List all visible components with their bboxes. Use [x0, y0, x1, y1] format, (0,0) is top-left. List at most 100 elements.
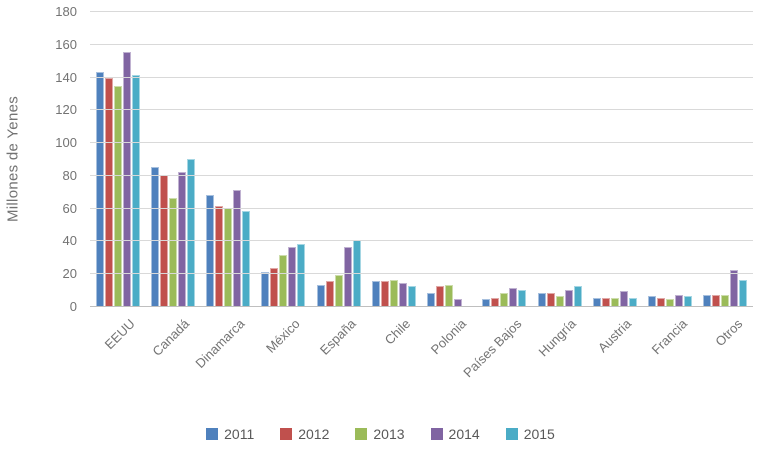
bar-2015-méxico: [297, 243, 306, 306]
bar-2011-españa: [316, 284, 325, 306]
bar-2015-países-bajos: [518, 289, 527, 306]
legend-swatch-2015: [505, 428, 518, 440]
bar-2013-dinamarca: [224, 207, 233, 306]
bar-group-austria: [587, 11, 642, 306]
x-axis-label-méxico: México: [263, 316, 303, 356]
y-tick-label-80: 80: [62, 167, 77, 183]
bar-2014-polonia: [454, 299, 463, 306]
bar-2015-eeuu: [131, 74, 140, 306]
legend-item-2011: 2011: [206, 426, 254, 442]
bar-2015-hungría: [573, 286, 582, 306]
y-tick-label-0: 0: [69, 299, 77, 314]
y-tick-label-140: 140: [55, 69, 77, 85]
y-tick-label-60: 60: [62, 200, 77, 216]
bar-2012-dinamarca: [215, 206, 224, 306]
bar-2013-méxico: [279, 255, 288, 306]
bar-2012-eeuu: [104, 78, 113, 306]
bar-group-hungría: [532, 11, 587, 306]
x-axis-label-canadá: Canadá: [149, 316, 193, 359]
y-tick-label-120: 120: [55, 102, 77, 118]
bar-2012-francia: [657, 297, 666, 306]
bar-group-otros: [698, 11, 753, 306]
gridline-100: [90, 142, 753, 144]
bar-2012-otros: [712, 294, 721, 306]
bar-2011-países-bajos: [482, 299, 491, 306]
legend-label-2015: 2015: [523, 426, 555, 442]
bar-2014-austria: [619, 291, 628, 306]
bar-2014-francia: [675, 294, 684, 306]
bar-2011-hungría: [537, 292, 546, 306]
y-tick-label-180: 180: [55, 4, 77, 19]
plot-area: 0 20 40 60 80 100 120 140 160 180: [55, 5, 753, 313]
gridline-180: [90, 11, 753, 12]
bar-2014-otros: [730, 269, 739, 306]
bar-2013-eeuu: [113, 86, 122, 306]
bar-2015-dinamarca: [242, 210, 251, 306]
legend-swatch-2013: [355, 428, 368, 440]
bar-2011-francia: [648, 296, 657, 306]
y-tick-label-100: 100: [55, 135, 77, 151]
x-axis-label-países-bajos: Países Bajos: [459, 316, 524, 381]
gridline-140: [90, 76, 753, 78]
x-axis-label-eeuu: EEUU: [101, 316, 138, 353]
bar-2011-méxico: [261, 271, 270, 306]
bar-group-méxico: [256, 11, 311, 306]
legend-item-2015: 2015: [505, 426, 555, 442]
gridline-20: [90, 273, 753, 275]
bar-group-polonia: [422, 11, 477, 306]
bar-2015-chile: [407, 286, 416, 306]
legend-label-2013: 2013: [373, 426, 405, 442]
bar-2011-polonia: [427, 292, 436, 306]
bar-2012-austria: [601, 297, 610, 306]
bar-2014-chile: [398, 283, 407, 306]
y-tick-label-40: 40: [62, 233, 77, 249]
gridline-160: [90, 43, 753, 45]
legend-label-2011: 2011: [224, 426, 255, 442]
legend-swatch-2014: [430, 428, 443, 440]
x-axis-label-austria: Austria: [595, 316, 635, 356]
gridline-80: [90, 174, 753, 176]
legend-swatch-2012: [280, 428, 293, 440]
legend-label-2012: 2012: [298, 426, 330, 442]
bar-2015-austria: [628, 297, 637, 306]
bar-2012-polonia: [436, 286, 445, 306]
bar-groups: [90, 11, 753, 306]
bar-2013-polonia: [445, 284, 454, 306]
x-axis-label-francia: Francia: [648, 316, 690, 358]
bar-2012-españa: [325, 281, 334, 306]
bar-2014-eeuu: [122, 51, 131, 306]
x-axis-label-chile: Chile: [381, 316, 414, 348]
bar-group-francia: [643, 11, 698, 306]
bar-2013-otros: [721, 294, 730, 306]
gridline-40: [90, 240, 753, 242]
legend-swatch-2011: [206, 428, 219, 440]
bar-2014-países-bajos: [509, 287, 518, 306]
x-axis-label-polonia: Polonia: [427, 316, 469, 358]
bar-2011-canadá: [150, 166, 159, 306]
bar-2012-países-bajos: [491, 297, 500, 306]
bar-group-canadá: [145, 11, 200, 306]
y-tick-label-20: 20: [62, 266, 77, 282]
legend-item-2012: 2012: [280, 426, 329, 442]
bar-2014-méxico: [288, 247, 297, 306]
x-axis-label-hungría: Hungría: [535, 316, 580, 360]
bar-group-españa: [311, 11, 366, 306]
bar-2012-méxico: [270, 268, 279, 306]
bar-2011-dinamarca: [206, 194, 215, 306]
bar-2015-otros: [739, 279, 748, 306]
legend-item-2013: 2013: [355, 426, 405, 442]
bar-2014-españa: [343, 247, 352, 306]
y-tick-label-160: 160: [55, 36, 77, 52]
bar-2012-hungría: [546, 292, 555, 306]
gridline-120: [90, 109, 753, 111]
bar-2013-países-bajos: [500, 292, 509, 306]
bar-group-eeuu: [90, 11, 145, 306]
y-axis-title: Millones de Yenes: [4, 95, 22, 222]
legend: 2011 2012 2013 2014 2015: [0, 426, 761, 442]
bar-2011-eeuu: [95, 71, 104, 306]
gridline-60: [90, 207, 753, 209]
bar-2013-chile: [389, 279, 398, 306]
bar-2015-canadá: [186, 158, 195, 306]
bar-group-países-bajos: [477, 11, 532, 306]
